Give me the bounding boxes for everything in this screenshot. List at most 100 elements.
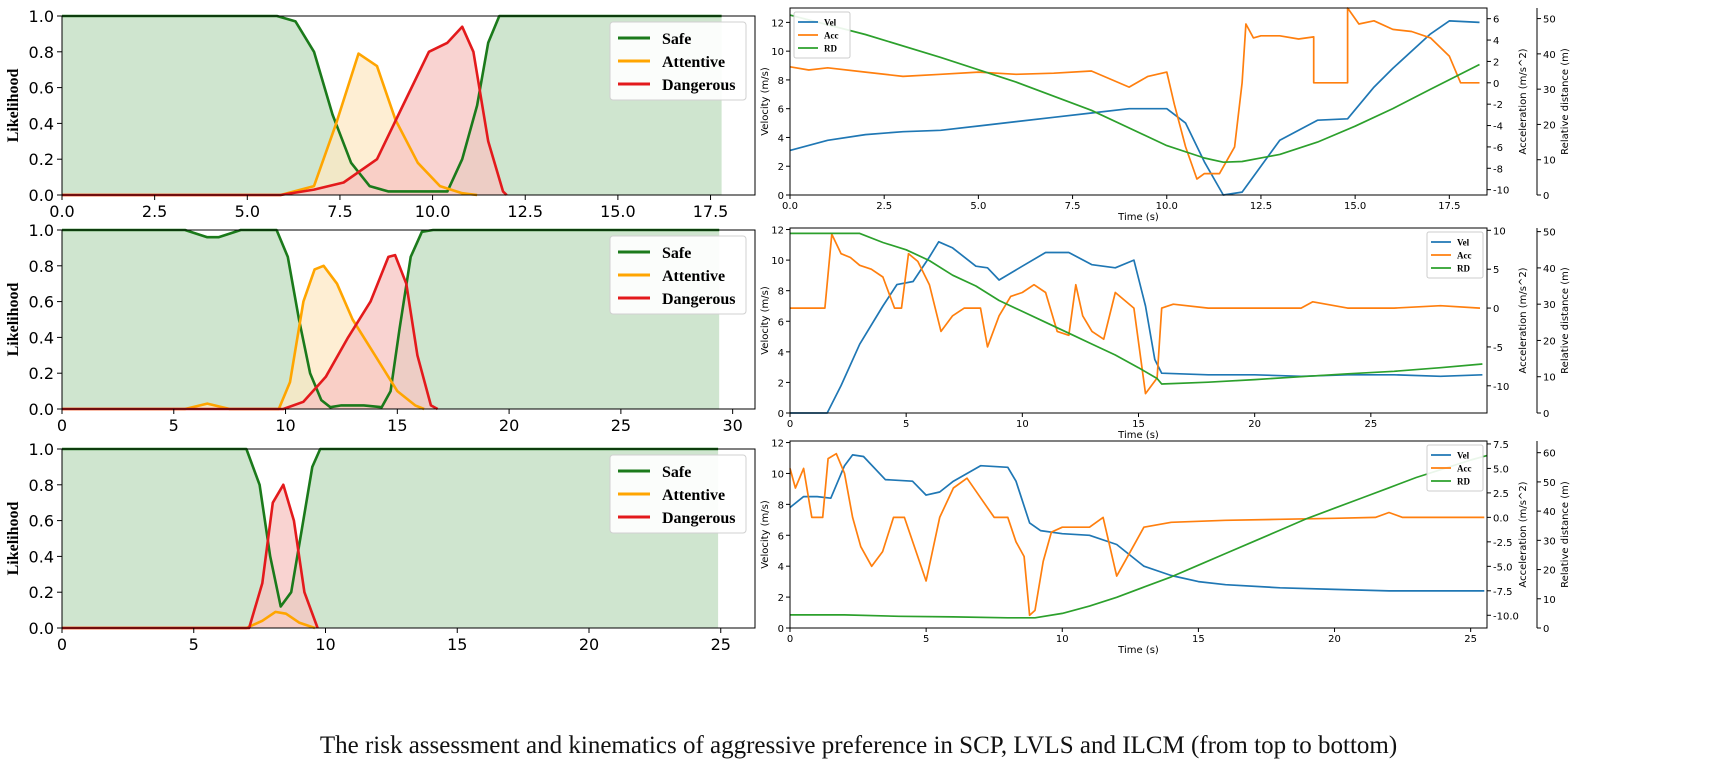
attentive-line <box>62 52 478 197</box>
acc-series-line <box>789 452 1485 617</box>
y2-tick-label: 2.5 <box>1493 489 1509 500</box>
y3-tick-label: 40 <box>1543 50 1556 61</box>
y-axis-label: Likelihood <box>5 283 22 357</box>
x-tick-label: 20 <box>499 416 519 435</box>
y2-tick-label: -10.0 <box>1493 611 1519 622</box>
y2-tick-label: -7.5 <box>1493 587 1513 598</box>
y2-tick-label: 6 <box>1493 15 1499 26</box>
legend-box <box>1426 444 1484 492</box>
acc-series-line <box>790 233 1481 395</box>
y-tick-label: 0.6 <box>29 293 54 312</box>
x-axis-label: Time (s) <box>1117 430 1159 441</box>
x-tick-label: 5 <box>169 416 179 435</box>
y-tick-label: 8 <box>778 76 784 87</box>
x-tick-label: 12.5 <box>1250 201 1272 212</box>
y2-tick-label: -10 <box>1493 186 1509 197</box>
y-tick-label: 1.0 <box>29 440 54 459</box>
axes-frame <box>789 227 1488 414</box>
y-axis-label: Likelihood <box>5 502 22 576</box>
x-tick-label: 17.5 <box>693 202 729 221</box>
y-tick-label: 0.6 <box>29 512 54 531</box>
legend-label-vel: Vel <box>1457 451 1470 461</box>
y2-tick-label: 4 <box>1493 36 1499 47</box>
y-tick-label: 0.0 <box>29 619 54 638</box>
y2-tick-label: -6 <box>1493 143 1503 154</box>
y-tick-label: 0.8 <box>29 476 54 495</box>
vel-series-line <box>790 240 1483 414</box>
y-tick-label: 8 <box>778 500 784 511</box>
y-tick-label: 12 <box>771 18 784 29</box>
y-tick-label: 0.4 <box>29 328 54 347</box>
x-tick-label: 5.0 <box>235 202 260 221</box>
risk-chart-scp: 0.0 2.5 5.0 7.5 10.0 12.5 15.0 17.5 0.0 0.2 0.4 0.6… <box>5 7 756 221</box>
legend-box <box>1426 231 1484 279</box>
y-tick-label: 6 <box>778 317 784 328</box>
y-tick-label: 1.0 <box>29 221 54 240</box>
legend-label-dangerous: Dangerous <box>662 510 736 527</box>
x-tick-label: 12.5 <box>507 202 543 221</box>
y-axis-label: Likelihood <box>5 69 22 143</box>
y2-axis-label: Acceleration (m/s^2) <box>1518 48 1529 154</box>
y-tick-label: 4 <box>778 562 784 573</box>
y-tick-label: 12 <box>771 226 784 237</box>
legend-label-dangerous: Dangerous <box>662 77 736 94</box>
y-tick-label: 0.2 <box>29 364 54 383</box>
y-tick-label: 0 <box>778 409 784 420</box>
x-tick-label: 10 <box>1056 634 1069 645</box>
y-tick-label: 0.2 <box>29 583 54 602</box>
y-tick-label: 2 <box>778 162 784 173</box>
axes-frame <box>61 229 756 410</box>
y-tick-label: 10 <box>771 469 784 480</box>
y2-tick-label: -2 <box>1493 100 1503 111</box>
legend-label-acc: Acc <box>1457 464 1472 474</box>
kinematics-chart-lvls: 0 5 10 15 20 25 Time (s) 0 2 4 6 8 10 12 Velocity (m/s… <box>760 226 1571 441</box>
y-tick-label: 6 <box>778 531 784 542</box>
y-tick-label: 0.0 <box>29 186 54 205</box>
y2-tick-label: 10 <box>1493 226 1506 237</box>
y3-tick-label: 40 <box>1543 264 1556 275</box>
y-tick-label: 0.6 <box>29 79 54 98</box>
axes-frame <box>61 15 756 196</box>
axes-frame <box>789 7 1488 196</box>
x-tick-label: 20 <box>579 635 599 654</box>
y2-tick-label: 0.0 <box>1493 513 1509 524</box>
y2-tick-label: -2.5 <box>1493 538 1513 549</box>
x-tick-label: 10 <box>275 416 295 435</box>
x-tick-label: 25 <box>611 416 631 435</box>
legend-label-acc: Acc <box>824 31 839 41</box>
dangerous-line <box>62 25 508 197</box>
y3-tick-label: 30 <box>1543 536 1556 547</box>
y3-tick-label: 0 <box>1543 624 1549 635</box>
y-tick-label: 4 <box>778 348 784 359</box>
x-tick-label: 15 <box>1132 419 1145 430</box>
safe-line <box>62 447 719 608</box>
y-axis-label: Velocity (m/s) <box>760 500 771 569</box>
y3-tick-label: 10 <box>1543 373 1556 384</box>
acc-series-line <box>789 7 1480 180</box>
legend-label-attentive: Attentive <box>662 487 725 504</box>
legend-label-dangerous: Dangerous <box>662 291 736 308</box>
x-tick-label: 5.0 <box>970 201 986 212</box>
x-axis-label: Time (s) <box>1117 212 1159 223</box>
y3-tick-label: 60 <box>1543 449 1556 460</box>
y2-axis-label: Acceleration (m/s^2) <box>1518 267 1529 373</box>
y-tick-label: 0.4 <box>29 114 54 133</box>
legend-label-rd: RD <box>824 44 837 54</box>
x-tick-label: 15 <box>387 416 407 435</box>
y2-tick-label: 5 <box>1493 265 1499 276</box>
y2-tick-label: 2 <box>1493 57 1499 68</box>
legend-label-rd: RD <box>1457 477 1470 487</box>
axes-frame <box>789 440 1488 629</box>
x-tick-label: 15 <box>447 635 467 654</box>
dangerous-line <box>62 483 319 630</box>
y3-tick-label: 50 <box>1543 15 1556 26</box>
y3-tick-label: 30 <box>1543 300 1556 311</box>
x-tick-label: 2.5 <box>142 202 167 221</box>
y-axis-label: Velocity (m/s) <box>760 67 771 136</box>
x-tick-label: 7.5 <box>1065 201 1081 212</box>
y-tick-label: 0.0 <box>29 400 54 419</box>
legend-label-vel: Vel <box>824 18 837 28</box>
y3-axis-label: Relative distance (m) <box>1560 267 1571 374</box>
figure-caption: The risk assessment and kinematics of ag… <box>319 732 1398 759</box>
